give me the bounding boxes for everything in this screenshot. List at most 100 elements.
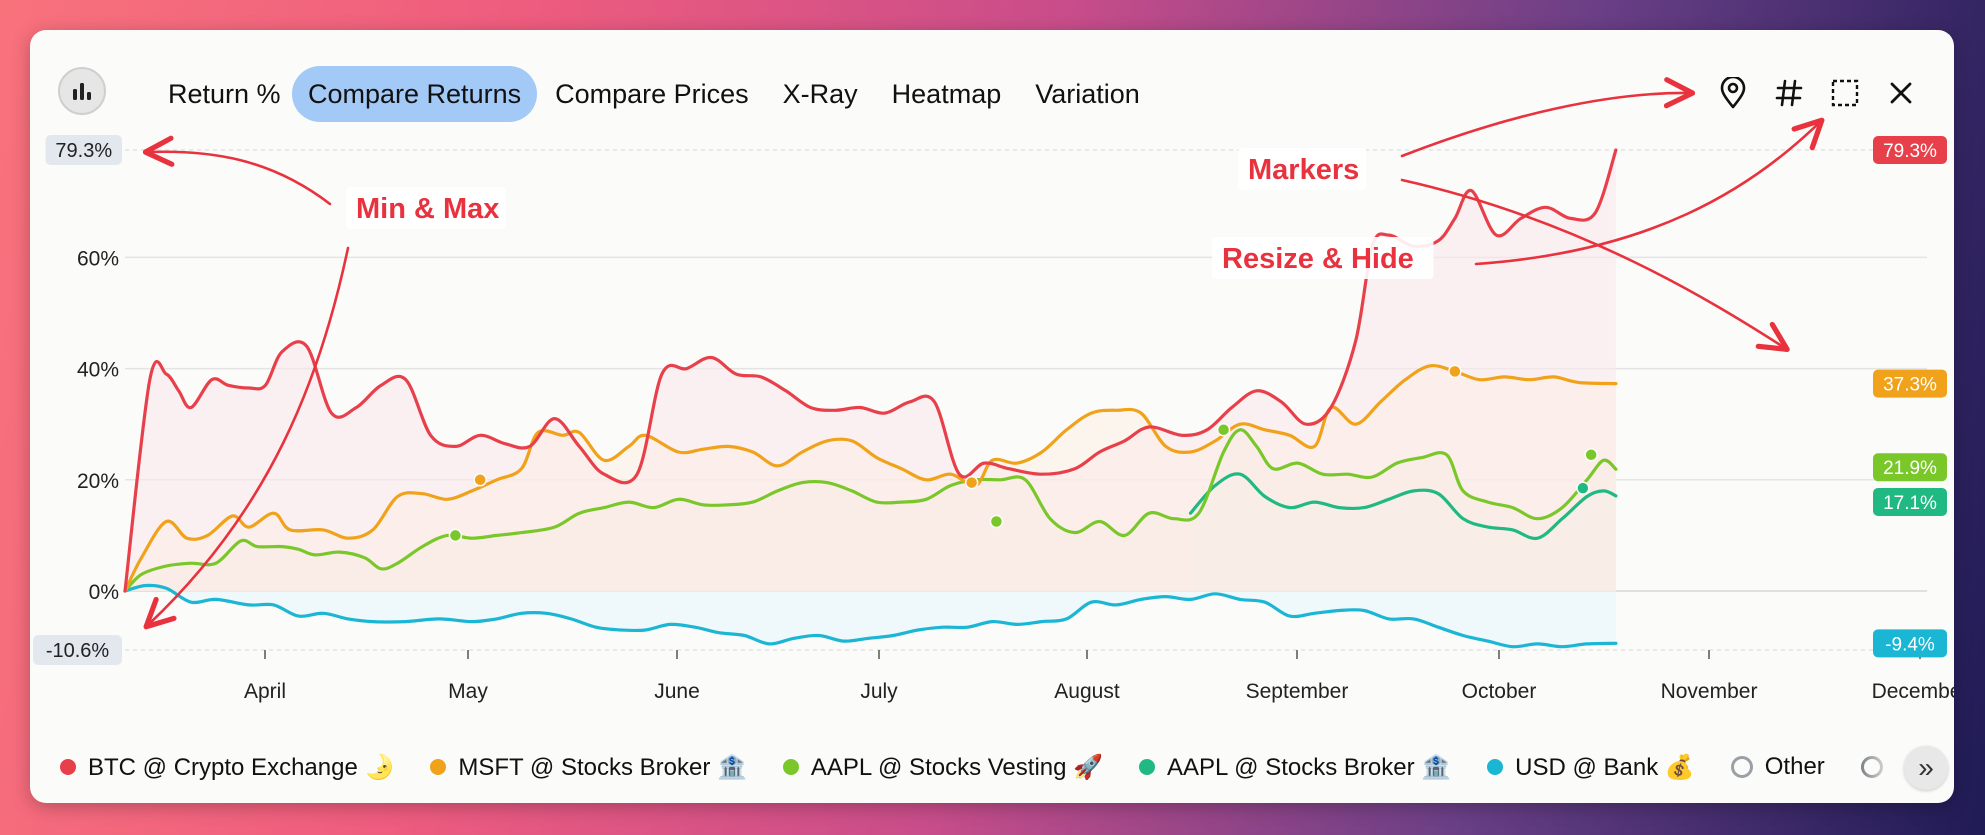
x-tick-label: August — [1054, 680, 1120, 703]
series-marker — [448, 528, 463, 543]
min-badge-text: -10.6% — [46, 640, 110, 662]
annotation-markers-text: Markers — [1248, 154, 1359, 186]
series-area — [125, 585, 1616, 647]
series-line — [1188, 472, 1618, 541]
end-label-bg — [1873, 487, 1947, 516]
legend-swatch — [60, 759, 76, 775]
series-line — [123, 583, 1618, 649]
tab-compare-returns[interactable]: Compare Returns — [292, 66, 538, 122]
legend: BTC @ Crypto Exchange 🌛 MSFT @ Stocks Bro… — [60, 747, 1920, 787]
tab-variation[interactable]: Variation — [1035, 79, 1140, 109]
y-tick-label: 60% — [77, 247, 119, 270]
y-tick-label: 40% — [77, 359, 119, 382]
tab-x-ray[interactable]: X-Ray — [782, 79, 858, 109]
x-tick-label: April — [244, 680, 286, 703]
legend-swatch — [1487, 759, 1504, 775]
series-line — [123, 428, 1618, 593]
annotation-min-max-text: Min & Max — [356, 193, 499, 225]
location-pin-icon[interactable] — [1714, 74, 1752, 112]
max-badge: 79.3% — [45, 135, 122, 165]
tab-return[interactable]: Return % — [168, 79, 281, 109]
series-marker — [989, 514, 1004, 529]
close-icon[interactable] — [1882, 74, 1920, 112]
end-label-text: 17.1% — [1883, 493, 1937, 514]
legend-item[interactable]: AAPL @ Stocks Broker 🏦 — [1139, 753, 1451, 782]
tab-compare-prices[interactable]: Compare Prices — [555, 79, 749, 109]
arrow-to-min — [143, 246, 350, 630]
x-tick-label: December — [1872, 680, 1954, 703]
resize-icon[interactable] — [1826, 74, 1864, 112]
series-end-label: 17.1% — [1873, 487, 1947, 516]
series-marker — [1448, 364, 1462, 379]
end-label-text: -9.4% — [1885, 634, 1935, 655]
x-tick-label: November — [1661, 680, 1758, 703]
legend-item[interactable]: USD @ Bank 💰 — [1487, 753, 1695, 782]
legend-swatch — [1139, 759, 1156, 775]
arrow-to-max — [142, 135, 332, 206]
arrow-to-resize-icon — [1474, 117, 1825, 266]
legend-label: USD @ Bank 💰 — [1515, 753, 1695, 781]
x-tick-label: May — [448, 680, 488, 703]
min-badge: -10.6% — [33, 635, 122, 665]
series-end-label: 79.3% — [1873, 136, 1947, 164]
series-end-label: 37.3% — [1873, 369, 1947, 398]
annotations: Min & Max Markers Resize & Hide — [142, 77, 1825, 630]
end-label-bg — [1873, 629, 1947, 658]
max-badge-bg — [45, 135, 122, 165]
annotation-resize-hide: Resize & Hide — [1212, 237, 1434, 279]
hash-icon[interactable] — [1770, 74, 1808, 112]
annotation-markers-bg — [1238, 148, 1367, 190]
chevron-right-double-icon[interactable]: » — [1904, 746, 1948, 790]
chart-markers — [448, 364, 1598, 543]
toolbar-icons — [1714, 74, 1920, 112]
legend-swatch — [782, 759, 799, 775]
legend-label: AAPL @ Stocks Broker 🏦 — [1167, 753, 1452, 781]
chart-end-labels: 79.3% 37.3% 21.9% 17.1% -9.4% — [1873, 136, 1947, 658]
series-marker — [1584, 448, 1598, 462]
x-tick-label: July — [860, 680, 898, 703]
legend-swatch — [430, 759, 447, 775]
x-tick-label: October — [1462, 680, 1537, 703]
chart-axes: 60% 40% 20% 0% April May June July August Septemb… — [33, 135, 1954, 703]
legend-item[interactable]: BTC @ Crypto Exchange 🌛 — [60, 753, 394, 782]
end-label-text: 79.3% — [1883, 141, 1937, 162]
annotation-min-max-bg — [346, 187, 506, 229]
legend-label: AAPL @ Stocks Vesting 🚀 — [810, 753, 1104, 781]
series-line — [123, 148, 1618, 593]
tab-bar: Return % Compare Returns Compare Prices X-R… — [168, 66, 1158, 122]
end-label-bg — [1873, 369, 1947, 398]
x-tick-label: September — [1246, 680, 1349, 703]
series-line — [123, 363, 1618, 593]
annotation-resize-hide-bg — [1212, 237, 1434, 279]
series-marker — [473, 473, 487, 487]
legend-item[interactable]: Other — [1730, 753, 1825, 781]
legend-item[interactable]: AAPL @ Stocks Vesting 🚀 — [782, 753, 1104, 782]
legend-item[interactable]: MSFT @ Stocks Broker 🏦 — [430, 753, 747, 782]
legend-label: MSFT @ Stocks Broker 🏦 — [458, 753, 747, 781]
y-tick-label: 20% — [77, 470, 119, 493]
min-badge-bg — [33, 635, 122, 665]
series-end-label: -9.4% — [1873, 629, 1947, 658]
legend-swatch — [1730, 756, 1753, 778]
series-marker — [964, 475, 979, 490]
arrow-to-marker-dot — [1400, 178, 1790, 353]
x-tick-label: June — [654, 680, 700, 703]
chart-lines — [123, 148, 1618, 649]
legend-label: BTC @ Crypto Exchange 🌛 — [88, 753, 395, 781]
annotation-resize-hide-text: Resize & Hide — [1222, 243, 1414, 275]
legend-label: Other — [1764, 753, 1825, 780]
arrow-to-markers-icon — [1400, 77, 1696, 158]
end-label-text: 21.9% — [1883, 458, 1937, 479]
series-end-label: 21.9% — [1873, 453, 1947, 482]
tab-heatmap[interactable]: Heatmap — [891, 79, 1002, 109]
bar-chart-icon[interactable] — [58, 67, 106, 115]
toolbar: Return % Compare Returns Compare Prices X-R… — [30, 30, 1954, 125]
end-label-text: 37.3% — [1883, 375, 1937, 396]
chart-card: Return % Compare Returns Compare Prices X-R… — [30, 30, 1954, 803]
y-tick-label: 0% — [89, 581, 119, 604]
legend-fade — [1840, 742, 1910, 792]
annotation-markers: Markers — [1238, 148, 1367, 190]
series-marker — [1216, 423, 1231, 437]
annotation-min-max: Min & Max — [346, 187, 506, 229]
end-label-bg — [1873, 136, 1947, 164]
